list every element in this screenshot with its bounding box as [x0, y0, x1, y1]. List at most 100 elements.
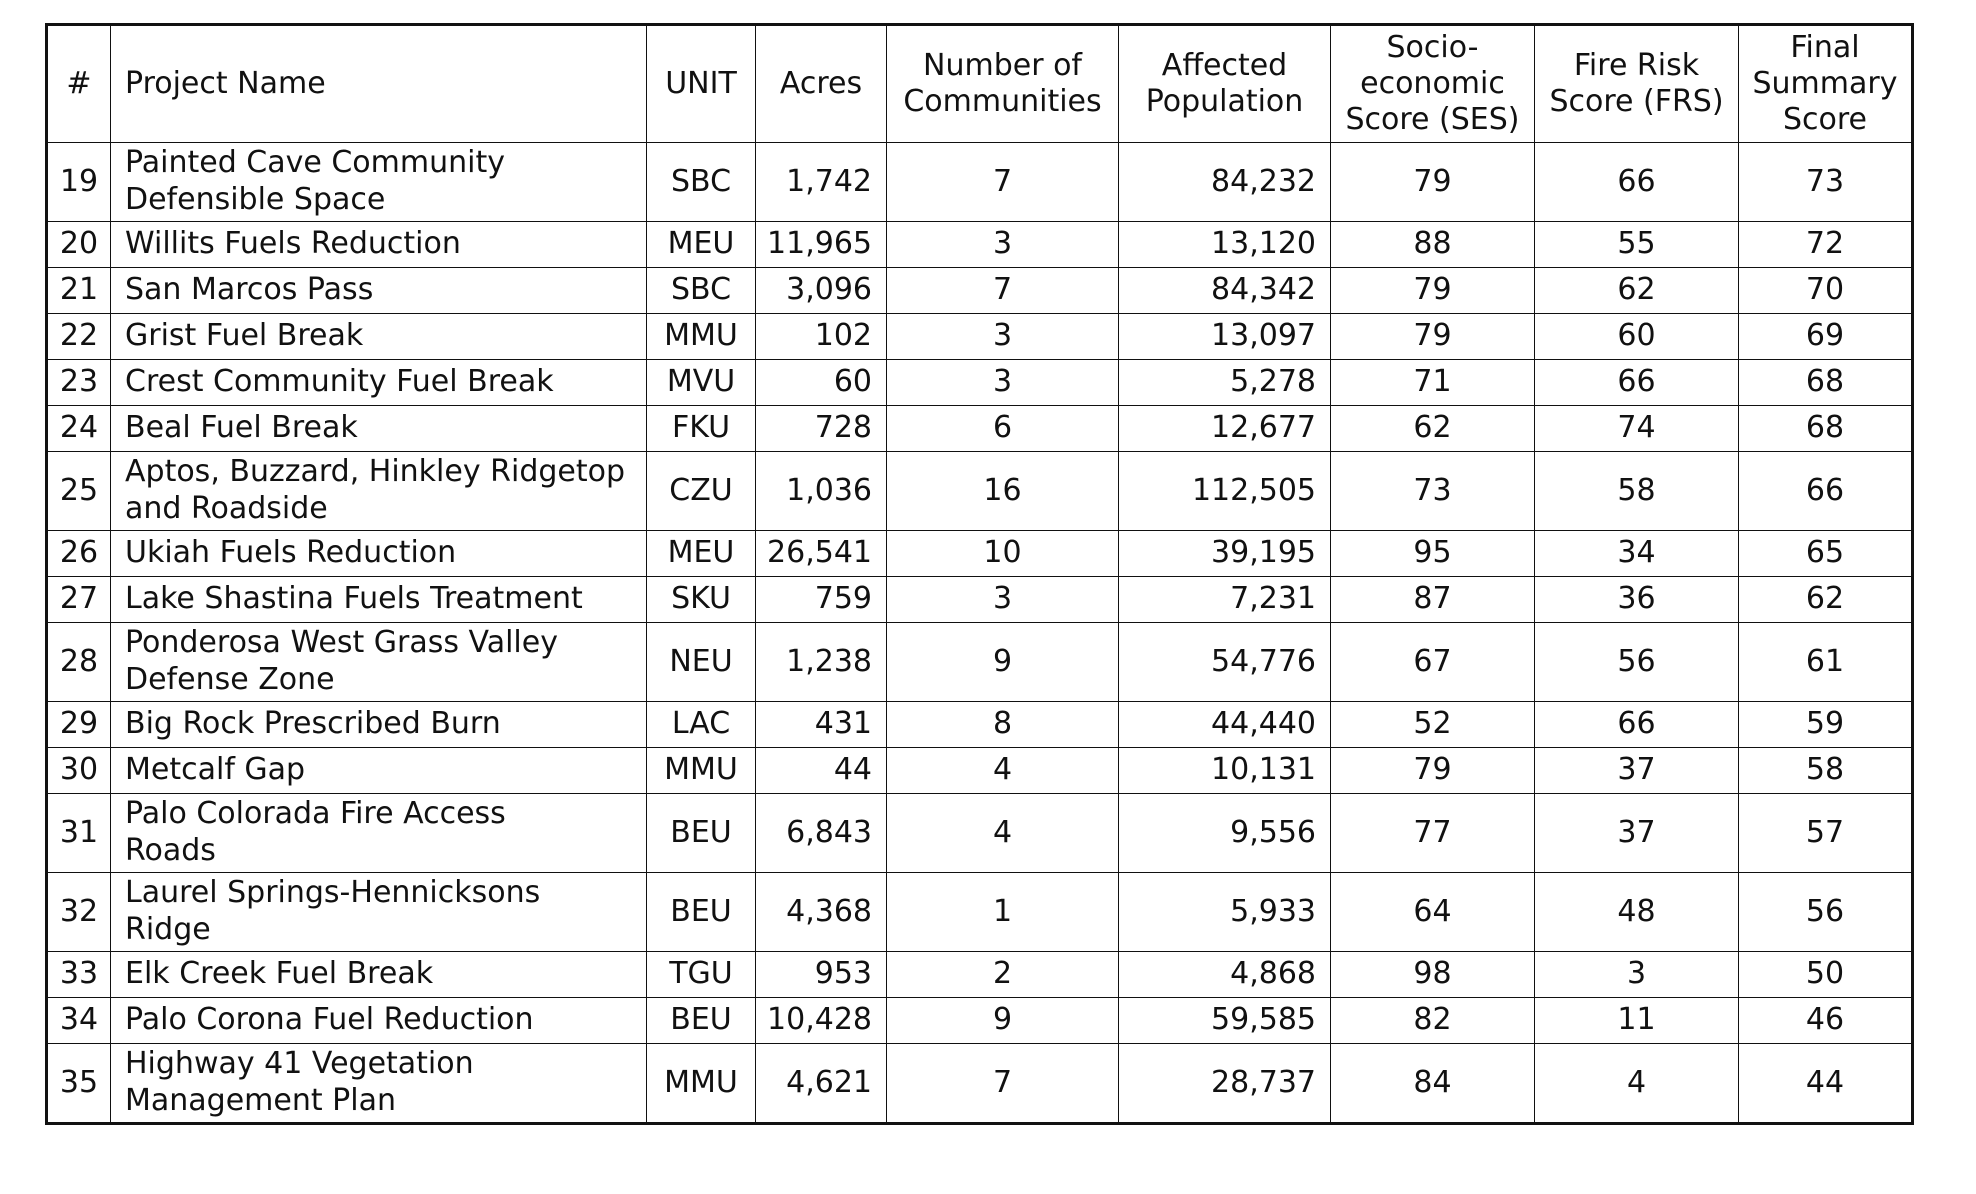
cell-final-score: 46: [1738, 997, 1913, 1044]
cell-num: 34: [46, 997, 111, 1044]
cell-unit: CZU: [646, 451, 756, 531]
cell-final-score: 68: [1738, 359, 1913, 406]
cell-acres: 3,096: [755, 267, 887, 314]
document-page: # Project Name UNIT Acres Number of Comm…: [45, 23, 1914, 1125]
cell-ses: 67: [1330, 622, 1535, 702]
cell-project-name: Willits Fuels Reduction: [110, 221, 647, 268]
cell-project-name: Elk Creek Fuel Break: [110, 951, 647, 998]
cell-communities: 7: [886, 267, 1119, 314]
project-name-line: Highway 41 Vegetation: [125, 1046, 474, 1082]
cell-final-score: 65: [1738, 530, 1913, 577]
header-final-line: Score: [1782, 102, 1868, 137]
cell-communities: 8: [886, 701, 1119, 748]
cell-population: 54,776: [1118, 622, 1331, 702]
header-final-line: Summary: [1752, 66, 1898, 101]
table-row: 28 Ponderosa West Grass Valley Defense Zon…: [46, 622, 1913, 702]
cell-ses: 79: [1330, 142, 1535, 222]
cell-ses: 88: [1330, 221, 1535, 268]
cell-final-score: 58: [1738, 747, 1913, 794]
cell-frs: 56: [1534, 622, 1739, 702]
project-name-line: Laurel Springs-Hennicksons: [125, 875, 541, 911]
cell-frs: 66: [1534, 142, 1739, 222]
cell-ses: 79: [1330, 747, 1535, 794]
cell-project-name: Palo Colorada Fire Access Roads: [110, 793, 647, 873]
cell-communities: 4: [886, 793, 1119, 873]
table-row: 21 San Marcos Pass SBC 3,096 7 84,342 79 62 70: [46, 267, 1913, 314]
cell-project-name: Lake Shastina Fuels Treatment: [110, 576, 647, 623]
cell-frs: 37: [1534, 747, 1739, 794]
cell-communities: 2: [886, 951, 1119, 998]
cell-population: 12,677: [1118, 405, 1331, 452]
cell-acres: 6,843: [755, 793, 887, 873]
header-final-score: Final Summary Score: [1738, 24, 1913, 143]
cell-frs: 48: [1534, 872, 1739, 952]
cell-frs: 66: [1534, 359, 1739, 406]
cell-final-score: 50: [1738, 951, 1913, 998]
cell-unit: MEU: [646, 530, 756, 577]
cell-final-score: 62: [1738, 576, 1913, 623]
cell-population: 84,342: [1118, 267, 1331, 314]
cell-population: 9,556: [1118, 793, 1331, 873]
project-name-line: Lake Shastina Fuels Treatment: [125, 581, 583, 617]
cell-num: 25: [46, 451, 111, 531]
cell-acres: 1,238: [755, 622, 887, 702]
cell-num: 24: [46, 405, 111, 452]
cell-communities: 4: [886, 747, 1119, 794]
cell-unit: BEU: [646, 997, 756, 1044]
cell-acres: 728: [755, 405, 887, 452]
table-row: 34 Palo Corona Fuel Reduction BEU 10,428 9 59…: [46, 997, 1913, 1044]
table-body: 1 9 Painted Cave Community Defensible Space…: [46, 142, 1913, 1124]
project-name-line: Palo Colorada Fire Access: [125, 796, 506, 832]
header-population-line: Affected: [1161, 48, 1288, 83]
cell-num: 23: [46, 359, 111, 406]
cell-communities: 1: [886, 872, 1119, 952]
header-communities-line: Number of: [923, 48, 1082, 83]
cell-unit: TGU: [646, 951, 756, 998]
cell-ses: 64: [1330, 872, 1535, 952]
cell-frs: 11: [1534, 997, 1739, 1044]
cell-acres: 759: [755, 576, 887, 623]
cell-acres: 1,036: [755, 451, 887, 531]
cell-unit: MMU: [646, 313, 756, 360]
cell-acres: 102: [755, 313, 887, 360]
cell-final-score: 56: [1738, 872, 1913, 952]
cell-project-name: Big Rock Prescribed Burn: [110, 701, 647, 748]
cell-population: 13,120: [1118, 221, 1331, 268]
cell-population: 7,231: [1118, 576, 1331, 623]
cell-frs: 34: [1534, 530, 1739, 577]
project-name-line: Big Rock Prescribed Burn: [125, 706, 501, 742]
header-frs: Fire Risk Score (FRS): [1534, 24, 1739, 143]
project-name-line: Aptos, Buzzard, Hinkley Ridgetop: [125, 454, 626, 490]
cell-ses: 79: [1330, 267, 1535, 314]
cell-ses: 71: [1330, 359, 1535, 406]
cell-acres: 10,428: [755, 997, 887, 1044]
cell-final-score: 44: [1738, 1043, 1913, 1124]
cell-acres: 4,621: [755, 1043, 887, 1124]
cell-project-name: Painted Cave Community Defensible Space: [110, 142, 647, 222]
cell-unit: MMU: [646, 747, 756, 794]
project-name-line: San Marcos Pass: [125, 272, 374, 308]
cell-communities: 9: [886, 997, 1119, 1044]
cell-acres: 431: [755, 701, 887, 748]
table-row: 25 Aptos, Buzzard, Hinkley Ridgetop and Ro…: [46, 451, 1913, 531]
header-population: Affected Population: [1118, 24, 1331, 143]
header-ses-line: economic: [1360, 66, 1505, 101]
header-frs-line: Fire Risk: [1573, 48, 1700, 83]
cell-num: 30: [46, 747, 111, 794]
cell-population: 39,195: [1118, 530, 1331, 577]
cell-population: 59,585: [1118, 997, 1331, 1044]
project-name-line: Roads: [125, 833, 216, 868]
cell-project-name: Ponderosa West Grass Valley Defense Zone: [110, 622, 647, 702]
cell-frs: 55: [1534, 221, 1739, 268]
cell-ses: 84: [1330, 1043, 1535, 1124]
cell-project-name: San Marcos Pass: [110, 267, 647, 314]
cell-unit: SBC: [646, 142, 756, 222]
cell-acres: 4,368: [755, 872, 887, 952]
cell-frs: 3: [1534, 951, 1739, 998]
cell-ses: 82: [1330, 997, 1535, 1044]
cell-acres: 26,541: [755, 530, 887, 577]
cell-project-name: Palo Corona Fuel Reduction: [110, 997, 647, 1044]
header-communities: Number of Communities: [886, 24, 1119, 143]
cell-ses: 73: [1330, 451, 1535, 531]
table-row: 29 Big Rock Prescribed Burn LAC 431 8 44,440 5…: [46, 701, 1913, 748]
